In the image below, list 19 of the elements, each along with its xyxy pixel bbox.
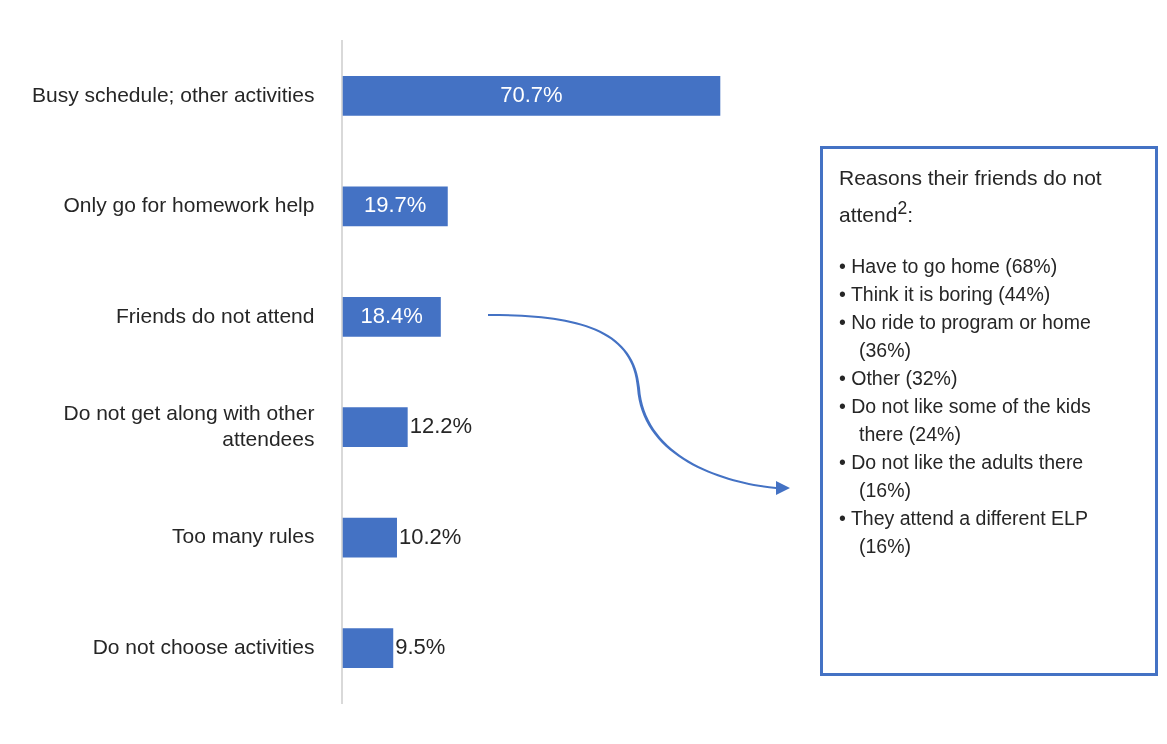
bar bbox=[342, 296, 441, 337]
y-tick-label: Friends do not attend bbox=[116, 303, 315, 327]
bar bbox=[342, 628, 394, 669]
bar bbox=[342, 186, 448, 227]
bar bbox=[342, 75, 721, 116]
y-tick-label: Only go for homework help bbox=[63, 193, 315, 217]
y-tick-label: Too many rules bbox=[172, 524, 315, 548]
data-label: 12.2% bbox=[409, 413, 473, 439]
bar bbox=[342, 517, 397, 558]
y-tick-label: Busy schedule; other activities bbox=[31, 82, 315, 106]
y-tick-label: Do not get along with other attendees bbox=[63, 401, 315, 450]
data-label: 70.7% bbox=[500, 81, 563, 107]
data-label: 18.4% bbox=[360, 302, 423, 328]
callout-box: Reasons their friends do not attend$^{2}$: • Have to go home (68%) • Think it is boring (44%) • No ride to program or home (36%) • Other (32%) • Do not like some of the kids there (24%) • Do not like the adults there (16%) • They attend a different ELP (16%) bbox=[820, 146, 1158, 676]
y-tick-label: Do not choose activities bbox=[92, 634, 315, 658]
data-label: 10.2% bbox=[398, 523, 462, 549]
data-label: 19.7% bbox=[363, 192, 427, 218]
data-label: 9.5% bbox=[395, 634, 446, 660]
bar bbox=[342, 407, 408, 448]
